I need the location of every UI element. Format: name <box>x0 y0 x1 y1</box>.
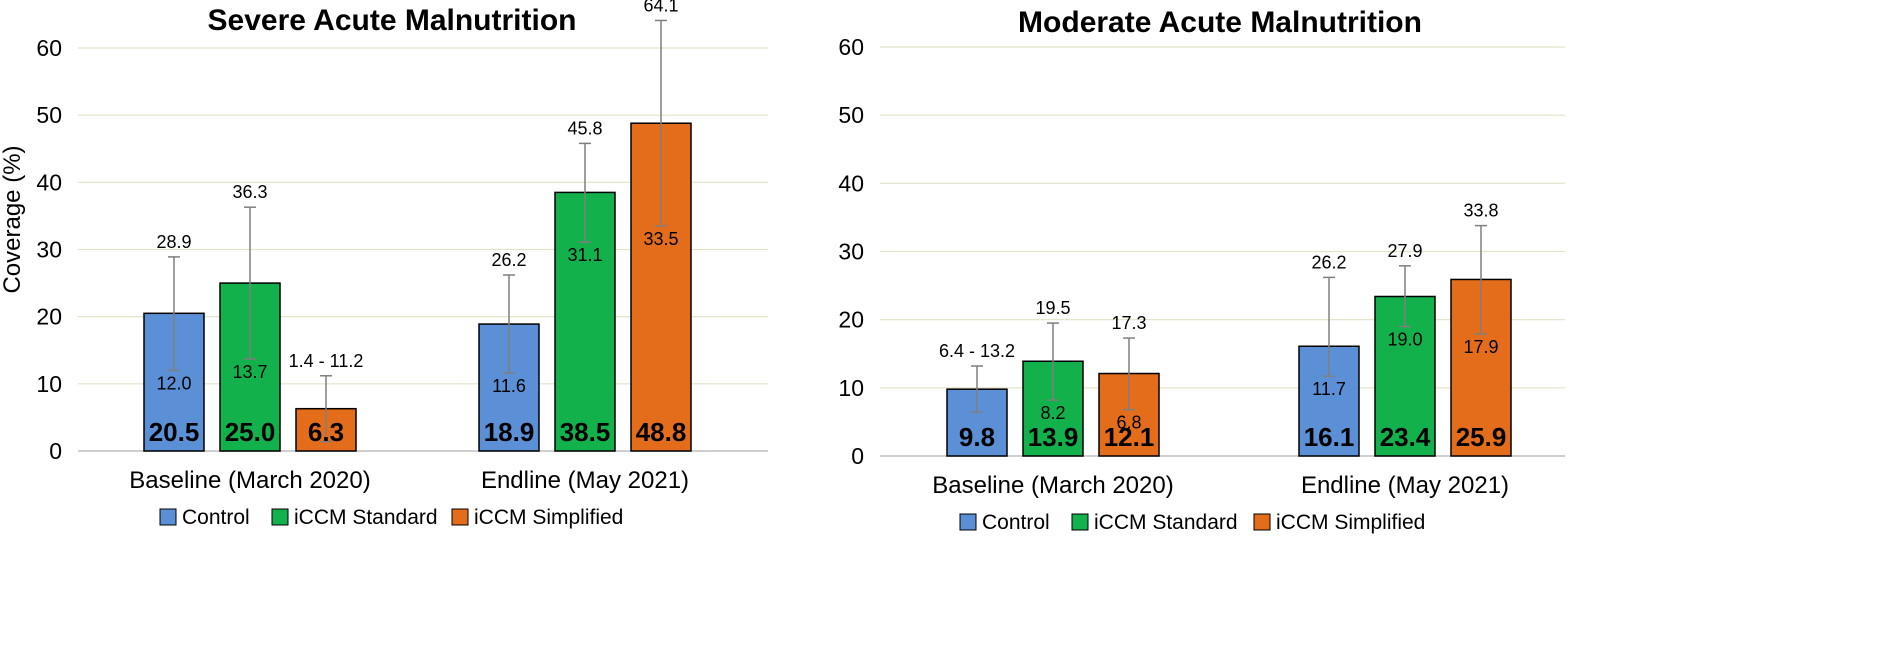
legend-swatch <box>159 508 177 526</box>
value-label: 23.4 <box>1380 422 1431 452</box>
legend-swatch <box>271 508 289 526</box>
value-label: 13.9 <box>1028 422 1079 452</box>
y-tick-label: 0 <box>49 438 62 464</box>
ci-high-label: 26.2 <box>1311 252 1346 272</box>
x-category-label: Baseline (March 2020) <box>932 472 1173 499</box>
ci-low-label: 13.7 <box>232 362 267 382</box>
legend-item: Control <box>959 511 1050 534</box>
chart-1: Moderate Acute Malnutrition 0 10 20 30 40 50 60… <box>838 6 1565 534</box>
x-category-label: Endline (May 2021) <box>481 467 689 494</box>
chart-0: Severe Acute Malnutrition 0 10 20 30 40 50 60 Co… <box>0 0 768 529</box>
y-tick-label: 30 <box>36 237 62 263</box>
x-category-label: Endline (May 2021) <box>1301 472 1509 499</box>
ci-high-label: 33.8 <box>1463 201 1498 221</box>
legend-label: iCCM Simplified <box>474 506 623 529</box>
value-label: 38.5 <box>560 417 611 447</box>
y-tick-label: 10 <box>36 371 62 397</box>
ci-high-label: 45.8 <box>567 118 602 138</box>
ci-high-label: 1.4 - 11.2 <box>289 351 364 371</box>
ci-low-label: 8.2 <box>1040 403 1065 423</box>
legend-swatch <box>451 508 469 526</box>
legend-item: iCCM Simplified <box>1253 511 1425 534</box>
y-tick-label: 40 <box>36 169 62 195</box>
value-label: 25.9 <box>1456 422 1507 452</box>
value-label: 48.8 <box>636 417 687 447</box>
ci-low-label: 11.6 <box>492 376 526 396</box>
ci-low-label: 19.0 <box>1387 329 1422 349</box>
ci-high-label: 64.1 <box>643 0 678 15</box>
y-tick-label: 50 <box>838 102 864 128</box>
value-label: 18.9 <box>484 417 535 447</box>
y-tick-label: 20 <box>838 307 864 333</box>
ci-low-label: 31.1 <box>567 245 602 265</box>
ci-low-label: 12.0 <box>156 373 191 393</box>
y-tick-label: 60 <box>36 35 62 61</box>
ci-low-label: 17.9 <box>1463 337 1498 357</box>
value-label: 6.3 <box>308 417 344 447</box>
ci-low-label: 6.8 <box>1116 413 1141 433</box>
value-label: 9.8 <box>959 422 995 452</box>
y-tick-label: 20 <box>36 304 62 330</box>
legend-label: Control <box>982 511 1050 534</box>
y-tick-label: 10 <box>838 375 864 401</box>
y-tick-label: 40 <box>838 170 864 196</box>
y-tick-label: 30 <box>838 239 864 265</box>
ci-low-label: 11.7 <box>1312 379 1346 399</box>
ci-high-label: 19.5 <box>1035 298 1070 318</box>
legend-label: iCCM Simplified <box>1276 511 1425 534</box>
y-tick-label: 60 <box>838 34 864 60</box>
legend-swatch <box>959 513 977 531</box>
legend-item: iCCM Standard <box>1071 511 1238 534</box>
y-tick-label: 0 <box>851 443 864 469</box>
chart-title: Severe Acute Malnutrition <box>208 4 577 37</box>
legend-label: iCCM Standard <box>294 506 438 529</box>
legend-item: iCCM Standard <box>271 506 438 529</box>
y-tick-label: 50 <box>36 102 62 128</box>
chart-title: Moderate Acute Malnutrition <box>1018 6 1422 39</box>
value-label: 20.5 <box>149 417 200 447</box>
ci-high-label: 26.2 <box>491 250 526 270</box>
ci-high-label: 27.9 <box>1387 241 1422 261</box>
legend-item: iCCM Simplified <box>451 506 623 529</box>
x-category-label: Baseline (March 2020) <box>129 467 370 494</box>
ci-low-label: 33.5 <box>643 229 678 249</box>
legend-swatch <box>1253 513 1271 531</box>
ci-high-label: 6.4 - 13.2 <box>939 341 1015 361</box>
value-label: 16.1 <box>1304 422 1355 452</box>
legend-item: Control <box>159 506 250 529</box>
ci-high-label: 36.3 <box>232 182 267 202</box>
legend-label: iCCM Standard <box>1094 511 1238 534</box>
legend-label: Control <box>182 506 250 529</box>
value-label: 25.0 <box>225 417 276 447</box>
value-label: 12.1 <box>1104 422 1155 452</box>
ci-high-label: 17.3 <box>1111 313 1146 333</box>
legend-swatch <box>1071 513 1089 531</box>
ci-high-label: 28.9 <box>156 232 191 252</box>
y-axis-label: Coverage (%) <box>0 145 26 293</box>
